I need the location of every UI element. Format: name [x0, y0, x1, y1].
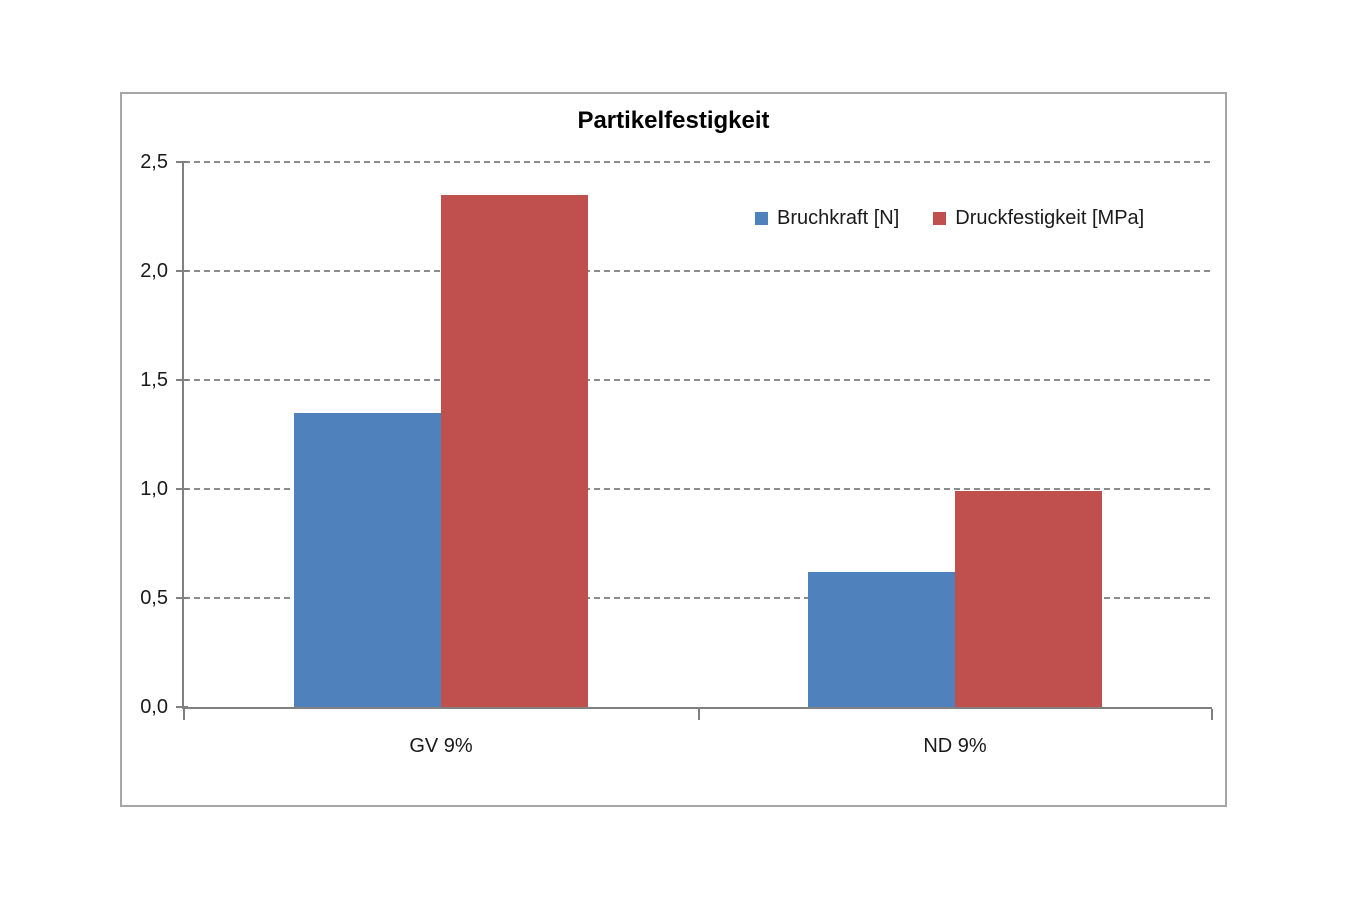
gridline-1-5 [184, 379, 1212, 381]
legend-swatch-druckfestigkeit-mpa [933, 211, 947, 225]
y-tick-label: 0,0 [140, 696, 168, 718]
y-tick-label: 1,0 [140, 478, 168, 500]
y-tick-label: 2,5 [140, 151, 168, 173]
x-category-label-gv-9: GV 9% [409, 735, 473, 757]
gridline-1-0 [184, 488, 1212, 490]
chart-title: Partikelfestigkeit [577, 107, 770, 134]
gridline-0-5 [184, 597, 1212, 599]
y-axis-line [182, 161, 184, 709]
x-tick-mark [1211, 709, 1213, 720]
legend: Bruchkraft [N] Druckfestigkeit [MPa] [755, 204, 1144, 232]
x-axis-line [182, 707, 1212, 709]
gridline-2-5 [184, 161, 1212, 163]
x-category-label-nd-9: ND 9% [923, 735, 987, 757]
legend-swatch-bruchkraft-n [755, 211, 768, 225]
legend-label: Bruchkraft [N] [777, 206, 900, 229]
legend-item-bruchkraft-n: Bruchkraft [N] [755, 207, 899, 230]
legend-item-druckfestigkeit-mpa: Druckfestigkeit [MPa] [933, 207, 1144, 230]
legend-label: Druckfestigkeit [MPa] [955, 206, 1145, 229]
chart-container: Partikelfestigkeit Bruchkraft [N] Druckfe… [120, 92, 1227, 807]
bar-druckfestigkeit-mpa-gv-9 [441, 194, 588, 707]
gridline-2-0 [184, 270, 1212, 272]
x-tick-mark [698, 709, 700, 720]
bar-bruchkraft-n-gv-9 [294, 412, 441, 707]
y-tick-label: 2,0 [140, 260, 168, 282]
y-tick-label: 1,5 [140, 369, 168, 391]
x-tick-mark [183, 709, 185, 720]
bar-bruchkraft-n-nd-9 [808, 571, 955, 707]
y-tick-label: 0,5 [140, 587, 168, 609]
bar-druckfestigkeit-mpa-nd-9 [955, 491, 1102, 707]
plot-area: 0,0 0,5 1,0 1,5 2,0 2,5 GV 9% ND 9% [122, 94, 1225, 805]
